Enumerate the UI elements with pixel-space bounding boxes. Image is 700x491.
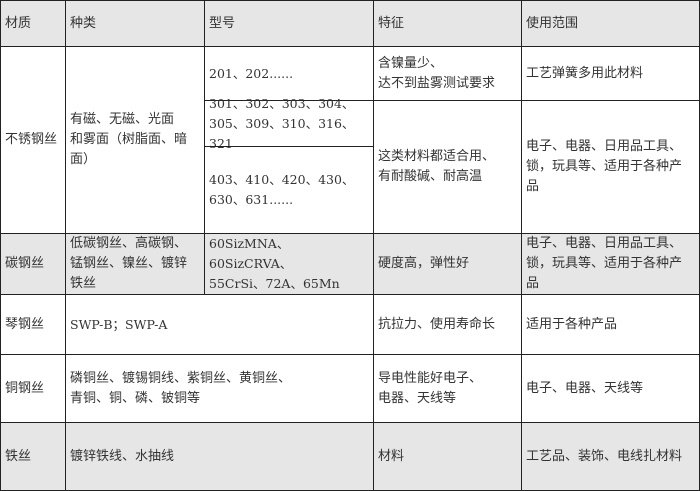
iron-usage: 工艺品、装饰、电线扎材料 [521, 422, 700, 491]
carbon-material: 碳钢丝 [0, 233, 66, 295]
carbon-feature: 硬度高，弹性好 [373, 233, 522, 295]
stainless-feature-1: 含镍量少、 达不到盐雾测试要求 [373, 46, 522, 101]
copper-material: 铜钢丝 [0, 354, 66, 423]
header-usage: 使用范围 [521, 0, 700, 47]
header-feature: 特征 [373, 0, 522, 47]
piano-feature: 抗拉力、使用寿命长 [373, 294, 522, 355]
stainless-kind: 有磁、无磁、光面 和雾面（树脂面、暗 面） [65, 46, 205, 234]
stainless-model-400: 403、410、420、430、 630、631...... [204, 146, 374, 234]
carbon-kind: 低碳钢丝、高碳钢、 锰钢丝、镍丝、镀锌 铁丝 [65, 233, 205, 295]
header-kind: 种类 [65, 0, 205, 47]
header-material: 材质 [0, 0, 66, 47]
stainless-feature-2: 这类材料都适合用、 有耐酸碱、耐高温 [373, 100, 522, 234]
piano-kind: SWP-B；SWP-A [65, 294, 374, 355]
iron-kind: 镀锌铁线、水抽线 [65, 422, 374, 491]
iron-feature: 材料 [373, 422, 522, 491]
stainless-model-300: 301、302、303、304、 305、309、310、316、321 [204, 96, 374, 151]
stainless-usage-2: 电子、电器、日用品工具、 锁，玩具等、适用于各种产 品 [521, 100, 700, 234]
copper-kind: 磷铜丝、镀锡铜线、紫铜丝、黄铜丝、 青铜、铜、磷、铍铜等 [65, 354, 374, 423]
piano-material: 琴钢丝 [0, 294, 66, 355]
carbon-model: 60SizMNA、60SizCRVA、 55CrSi、72A、65Mn [204, 233, 374, 295]
header-model: 型号 [204, 0, 374, 47]
carbon-usage: 电子、电器、日用品工具、 锁，玩具等、适用于各种产 品 [521, 233, 700, 295]
piano-usage: 适用于各种产品 [521, 294, 700, 355]
copper-feature: 导电性能好电子、 电器、天线等 [373, 354, 522, 423]
iron-material: 铁丝 [0, 422, 66, 491]
copper-usage: 电子、电器、天线等 [521, 354, 700, 423]
stainless-usage-1: 工艺弹簧多用此材料 [521, 46, 700, 101]
stainless-material: 不锈钢丝 [0, 46, 66, 234]
